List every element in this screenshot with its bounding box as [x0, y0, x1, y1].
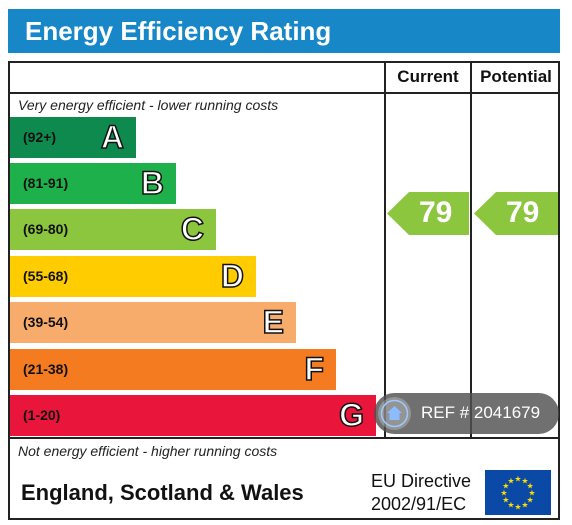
- band-letter: B: [140, 164, 165, 202]
- band-letter: D: [220, 257, 245, 295]
- flag-star: ★: [527, 482, 534, 491]
- rating-band-d: (55-68) D: [10, 256, 256, 297]
- flag-star: ★: [500, 489, 507, 498]
- band-range: (39-54): [23, 314, 69, 330]
- band-range: (21-38): [23, 361, 69, 377]
- flag-star: ★: [507, 501, 514, 510]
- band-letter: C: [180, 210, 205, 248]
- flag-star: ★: [514, 503, 521, 512]
- band-letter: E: [262, 303, 285, 341]
- page-title: Energy Efficiency Rating: [25, 16, 332, 46]
- flag-star: ★: [521, 501, 528, 510]
- current-arrow-shape: [387, 192, 469, 235]
- flag-star: ★: [528, 489, 535, 498]
- caption-efficient: Very energy efficient - lower running co…: [18, 97, 279, 113]
- band-range: (55-68): [23, 268, 69, 284]
- rating-table: [8, 61, 560, 520]
- flag-star: ★: [502, 482, 509, 491]
- flag-star: ★: [521, 476, 528, 485]
- column-divider-potential: [470, 61, 472, 439]
- potential-rating-arrow: 79: [474, 192, 558, 235]
- column-header-potential: Potential: [480, 67, 552, 86]
- rating-band-g: (1-20) G: [10, 395, 376, 436]
- footer-divider: [8, 437, 560, 439]
- band-range: (92+): [23, 129, 57, 145]
- rating-band-a: (92+) A: [10, 117, 136, 158]
- title-bar: Energy Efficiency Rating: [8, 9, 560, 53]
- band-range: (1-20): [23, 407, 61, 423]
- column-divider-current: [384, 61, 386, 439]
- reference-badge: REF # 2041679: [374, 393, 559, 434]
- flag-star: ★: [514, 475, 521, 484]
- reference-text: REF # 2041679: [421, 403, 541, 422]
- band-range: (81-91): [23, 175, 69, 191]
- band-letter: A: [100, 118, 125, 156]
- band-letter: G: [338, 396, 364, 434]
- potential-rating-value: 79: [506, 196, 540, 229]
- flag-star: ★: [527, 496, 534, 505]
- column-header-current: Current: [397, 67, 459, 86]
- rating-band-c: (69-80) C: [10, 209, 216, 250]
- directive-line1: EU Directive: [371, 471, 472, 491]
- band-letter: F: [304, 350, 325, 388]
- region-label: England, Scotland & Wales: [21, 480, 304, 505]
- flag-star: ★: [507, 476, 514, 485]
- caption-inefficient: Not energy efficient - higher running co…: [18, 443, 278, 459]
- potential-arrow-shape: [474, 192, 558, 235]
- rating-band-b: (81-91) B: [10, 163, 176, 204]
- flag-star: ★: [502, 496, 509, 505]
- header-divider: [8, 92, 560, 94]
- rating-band-e: (39-54) E: [10, 302, 296, 343]
- current-rating-arrow: 79: [387, 192, 469, 235]
- eu-flag-icon: ★ ★ ★ ★ ★ ★ ★ ★ ★ ★ ★ ★: [485, 470, 551, 515]
- directive-line2: 2002/91/EC: [371, 494, 467, 514]
- band-range: (69-80): [23, 221, 69, 237]
- home-icon: [378, 397, 411, 430]
- current-rating-value: 79: [419, 196, 453, 229]
- rating-band-f: (21-38) F: [10, 349, 336, 390]
